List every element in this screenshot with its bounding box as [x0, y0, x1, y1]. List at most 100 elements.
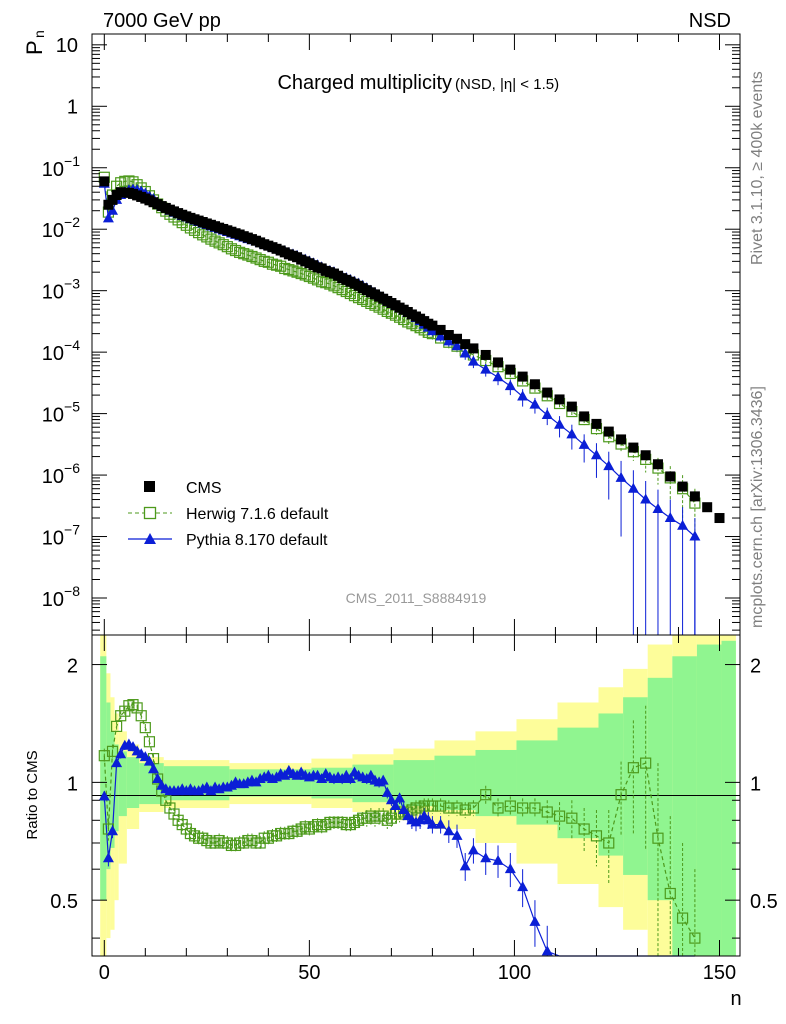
- ratio-panel: 2 2 1 1 0.5 0.5 0 50 100 150: [50, 634, 778, 984]
- ratio-tick-label-right-1: 1: [750, 773, 761, 795]
- ratio-marks: [98, 699, 701, 957]
- band-inner-4: [118, 751, 127, 817]
- herwig-ratio-point-88: [504, 800, 516, 812]
- cms-point-92: [554, 394, 565, 405]
- herwig-point-40: [262, 256, 274, 268]
- cms-point-102: [677, 481, 688, 492]
- herwig-ratio-point-68: [377, 810, 389, 822]
- legend-label-cms: CMS: [186, 480, 222, 497]
- herwig-point-25: [201, 231, 213, 243]
- pythia-ratio-point-86: [480, 852, 492, 863]
- legend-marker-cms: [144, 481, 155, 492]
- herwig-point-54: [320, 277, 332, 289]
- pythia-ratio-point-70: [385, 794, 397, 805]
- cms-point-82: [443, 330, 454, 341]
- cms-point-84: [460, 339, 471, 350]
- ratio-y-axis-label: Ratio to CMS: [24, 750, 41, 839]
- pythia-point-88: [504, 380, 516, 391]
- y-axis-label: P n: [22, 30, 47, 55]
- herwig-ratio-point-42: [270, 830, 283, 842]
- pythia-point-102: [677, 519, 689, 530]
- herwig-ratio-point-34: [238, 837, 250, 849]
- pythia-point-103: [689, 530, 701, 541]
- herwig-ratio-point-15: [160, 794, 172, 806]
- herwig-ratio-point-60: [344, 818, 356, 831]
- herwig-point-29: [217, 239, 229, 251]
- legend-marker-herwig: [143, 506, 157, 520]
- herwig-point-50: [303, 270, 315, 283]
- side-label-bottom: mcplots.cern.ch [arXiv:1306.3436]: [749, 386, 766, 628]
- herwig-ratio-point-30: [221, 837, 233, 849]
- herwig-point-27: [209, 235, 221, 247]
- pythia-ratio-point-73: [398, 803, 410, 814]
- herwig-ratio-point-11: [143, 736, 156, 748]
- herwig-point-46: [287, 265, 299, 277]
- herwig-point-32: [229, 244, 242, 257]
- herwig-ratio-point-48: [295, 823, 307, 835]
- legend-entry-cms: CMS: [144, 480, 222, 497]
- herwig-point-26: [205, 233, 217, 245]
- band-inner-19: [672, 656, 697, 956]
- band-inner-14: [516, 740, 558, 825]
- herwig-point-45: [283, 264, 295, 276]
- ratio-plot-axes: 2 2 1 1 0.5 0.5 0 50 100 150: [50, 635, 778, 984]
- herwig-ratio-point-92: [553, 810, 566, 822]
- herwig-point-35: [242, 249, 254, 261]
- pythia-point-1: [102, 212, 114, 223]
- pythia-point-84: [459, 347, 471, 358]
- legend: CMS Herwig 7.1.6 default Pythia 8.170 de…: [128, 480, 329, 549]
- herwig-point-55: [324, 278, 336, 290]
- herwig-point-33: [234, 246, 246, 258]
- herwig-point-38: [254, 254, 266, 266]
- herwig-ratio-point-51: [307, 821, 320, 833]
- herwig-ratio-point-32: [229, 839, 242, 852]
- band-inner-12: [434, 755, 476, 810]
- herwig-ratio-point-6: [123, 700, 135, 712]
- band-inner-5: [126, 757, 140, 808]
- herwig-ratio-point-87: [492, 802, 504, 814]
- cms-point-94: [579, 411, 590, 422]
- band-inner-16: [598, 713, 624, 856]
- herwig-ratio-point-52: [311, 818, 324, 831]
- herwig-ratio-point-64: [361, 812, 373, 824]
- pythia-point-93: [566, 428, 578, 439]
- cms-point-100: [652, 459, 663, 470]
- pythia-ratio-point-81: [435, 818, 447, 829]
- chart-subtitle: (NSD, |η| < 1.5): [455, 76, 559, 93]
- upper-plot-axes: 10 1 10−1 10−2 10−3 10−4 10−5 10−6 10−7 10−8: [42, 34, 740, 635]
- pythia-ratio-point-90: [529, 915, 541, 926]
- cms-point-89: [517, 371, 528, 382]
- y-tick-label-8: 10−7: [42, 522, 80, 550]
- pythia-point-92: [554, 418, 566, 429]
- herwig-ratio-point-83: [451, 802, 463, 814]
- pythia-point-90: [529, 398, 541, 409]
- band-inner-13: [475, 749, 517, 817]
- y-tick-label-1: 1: [67, 96, 78, 118]
- cms-point-99: [640, 450, 651, 461]
- herwig-point-44: [279, 262, 291, 275]
- herwig-ratio-point-81: [435, 800, 447, 812]
- herwig-ratio-point-89: [517, 802, 529, 814]
- pythia-point-91: [541, 408, 553, 419]
- chart-title: Charged multiplicity: [277, 72, 452, 94]
- herwig-ratio-point-99: [640, 757, 652, 769]
- x-tick-label-0: 0: [99, 962, 110, 984]
- herwig-point-51: [307, 272, 320, 284]
- cms-point-83: [452, 333, 463, 344]
- herwig-point-28: [213, 237, 225, 249]
- herwig-ratio-point-91: [541, 806, 553, 818]
- y-axis-label-main: P: [22, 40, 47, 55]
- herwig-ratio-point-45: [283, 827, 295, 840]
- header-left-label: 7000 GeV pp: [103, 10, 221, 32]
- herwig-ratio-point-77: [414, 802, 426, 814]
- herwig-point-39: [258, 255, 270, 267]
- pythia-ratio-point-82: [443, 825, 455, 836]
- pythia-ratio-point-2: [107, 825, 119, 836]
- cms-point-81: [435, 324, 446, 335]
- cms-point-85: [468, 343, 479, 354]
- herwig-ratio-point-40: [262, 832, 274, 844]
- cms-point-105: [714, 513, 725, 524]
- pythia-ratio-point-72: [394, 792, 406, 803]
- pythia-point-82: [443, 335, 455, 346]
- pythia-ratio-point-83: [451, 829, 463, 840]
